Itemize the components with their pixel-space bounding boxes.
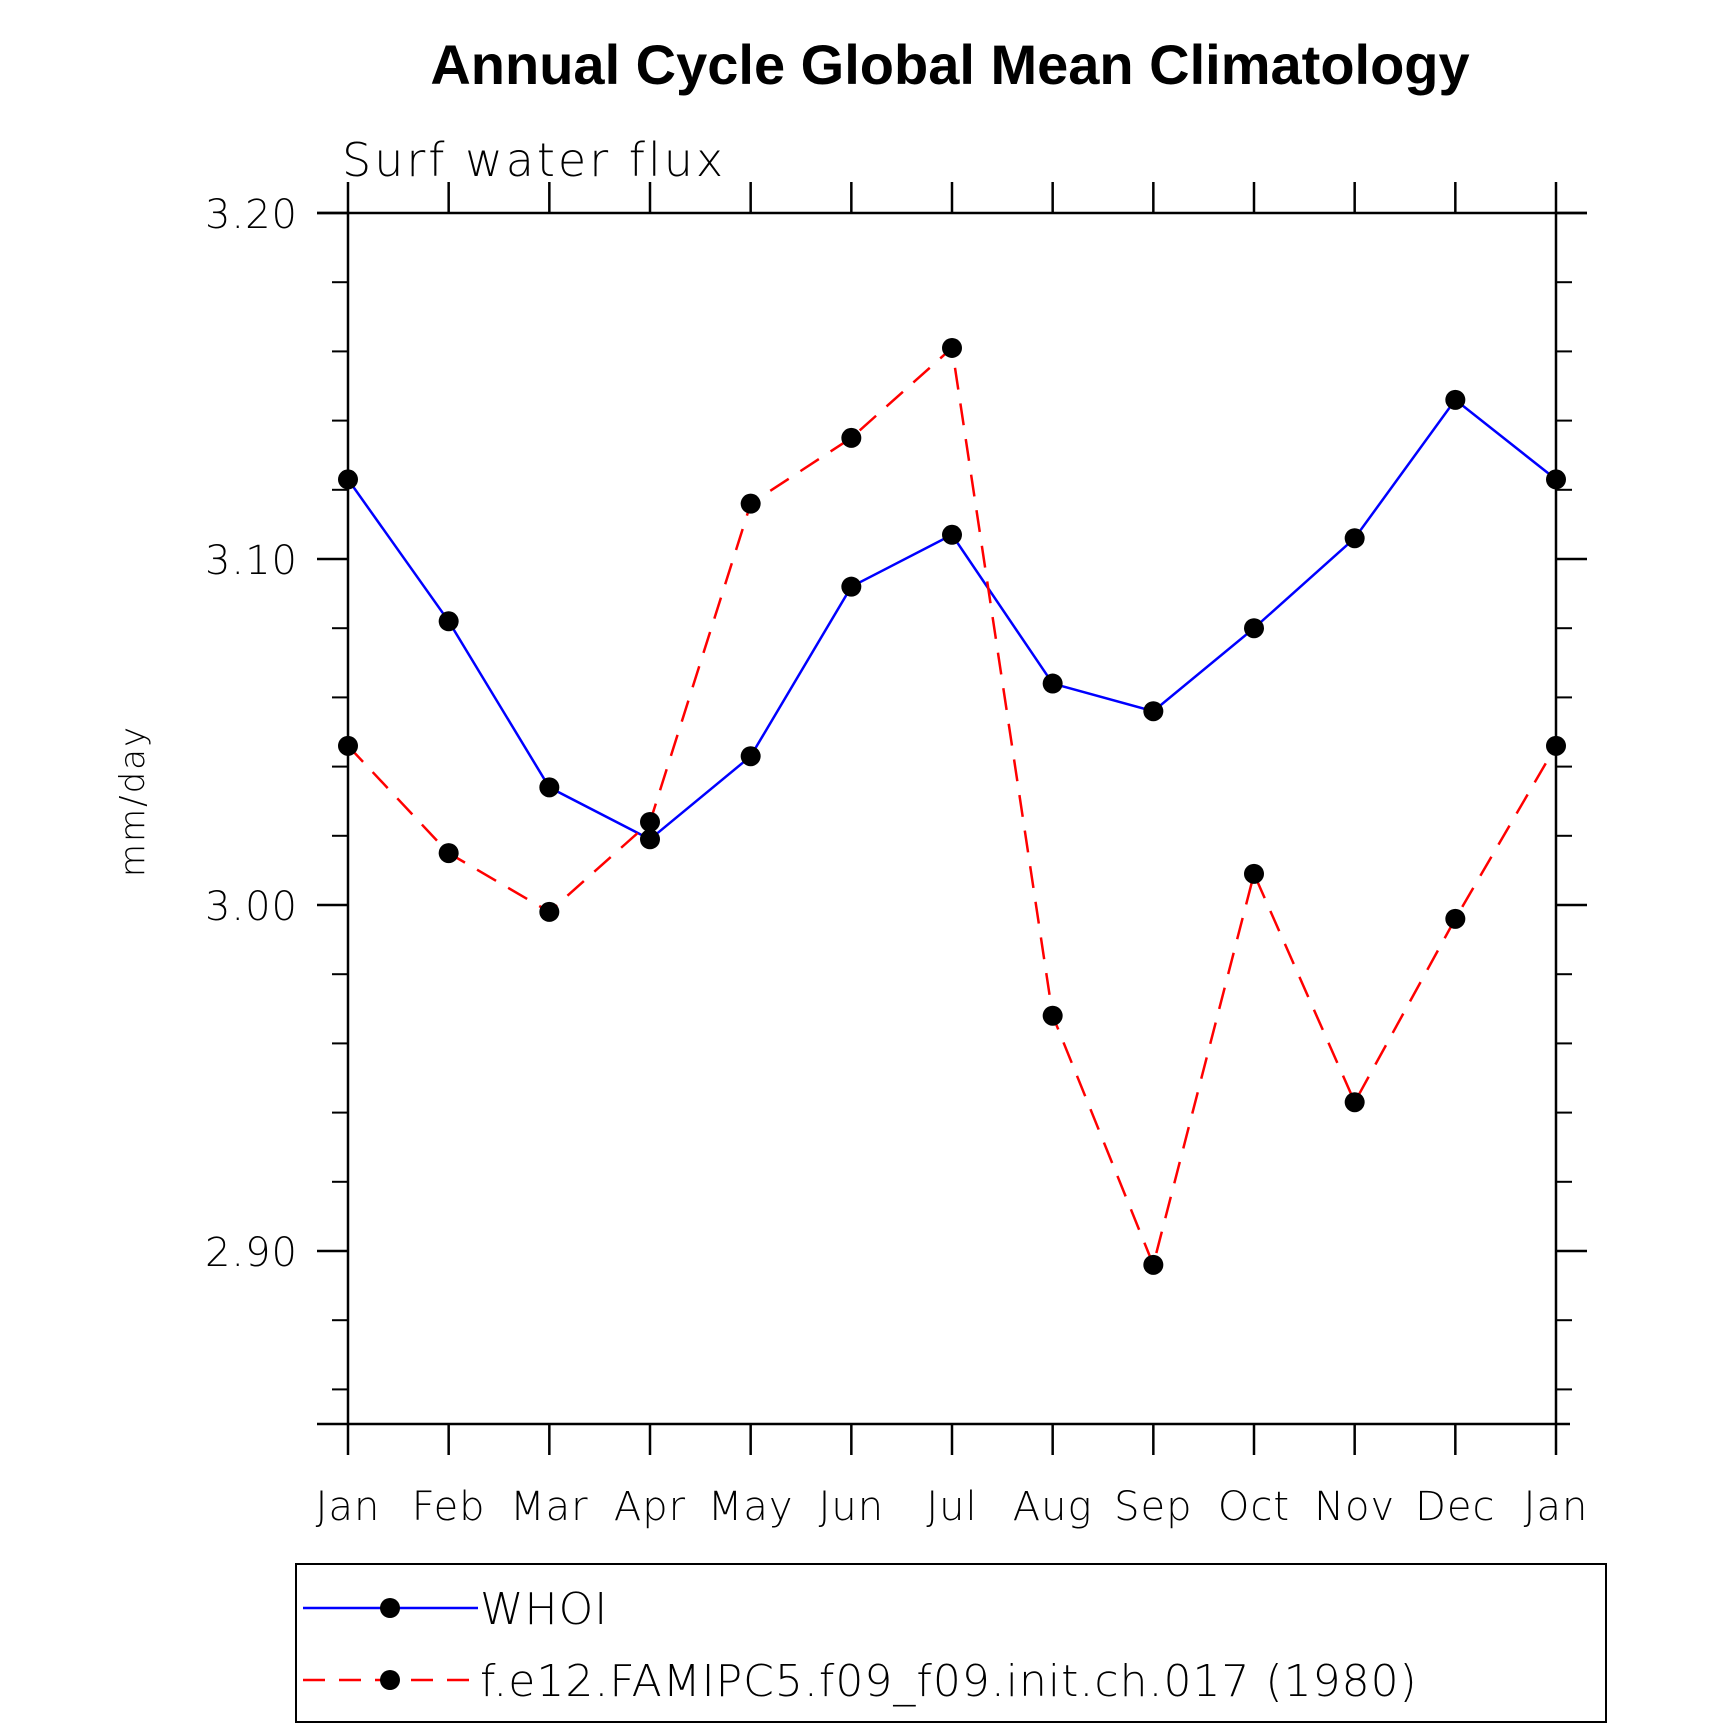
x-tick-label: Mar	[510, 1484, 588, 1530]
data-point-series-1	[539, 901, 560, 922]
chart-subtitle: Surf water flux	[342, 133, 726, 187]
data-point-series-1	[1344, 1092, 1365, 1113]
data-point-series-1	[1244, 863, 1264, 884]
axes: Jan Feb Mar Apr May Jun Jul Aug Sep Oct Nov Dec Jan 2…	[205, 182, 1589, 1530]
data-point-series-0	[1344, 528, 1365, 549]
data-point-series-1	[1042, 1005, 1063, 1026]
x-tick-label: Jun	[819, 1484, 885, 1530]
data-point-series-0	[1244, 618, 1264, 639]
data-point-series-1	[1546, 735, 1566, 756]
x-tick-label: Oct	[1218, 1484, 1290, 1530]
data-point-series-1	[1143, 1254, 1164, 1275]
legend-label-model: f.e12.FAMIPC5.f09_f09.init.ch.017 (1980)	[480, 1656, 1418, 1707]
data-point-series-0	[640, 829, 660, 850]
y-tick-label: 3.00	[205, 884, 298, 930]
plot-series	[338, 337, 1566, 1275]
x-tick-label: Apr	[614, 1484, 686, 1530]
data-point-series-1	[640, 811, 660, 832]
y-tick-label: 2.90	[205, 1230, 298, 1276]
data-point-series-0	[338, 469, 358, 490]
legend-box	[295, 1563, 1607, 1723]
legend-marker-whoi	[380, 1598, 400, 1618]
data-point-series-0	[539, 777, 560, 798]
chart-title: Annual Cycle Global Mean Climatology	[430, 33, 1469, 96]
y-tick-label: 3.20	[205, 192, 298, 238]
data-point-series-0	[1042, 673, 1063, 694]
data-point-series-0	[841, 576, 862, 597]
data-point-series-0	[740, 746, 761, 767]
x-tick-label: May	[708, 1484, 794, 1530]
data-point-series-1	[841, 427, 862, 448]
series-line-0	[346, 398, 1557, 841]
x-tick-label: Jan	[1524, 1484, 1589, 1530]
x-tick-label: Aug	[1013, 1484, 1093, 1530]
x-tick-label: Dec	[1415, 1484, 1495, 1530]
legend-label-whoi: WHOI	[480, 1584, 608, 1635]
data-point-series-0	[1546, 469, 1566, 490]
data-point-series-1	[1445, 908, 1466, 929]
series-line-1	[347, 345, 1558, 1269]
data-point-series-1	[338, 735, 358, 756]
data-point-series-1	[942, 337, 962, 358]
data-point-series-0	[1445, 389, 1466, 410]
x-tick-label: Nov	[1314, 1484, 1395, 1530]
y-axis-label: mm/day	[113, 725, 153, 877]
legend: WHOI f.e12.FAMIPC5.f09_f09.init.ch.017 (…	[295, 1563, 1607, 1723]
data-point-series-0	[942, 524, 962, 545]
x-tick-label: Feb	[412, 1484, 486, 1530]
data-point-series-0	[438, 611, 459, 632]
x-tick-label: Jul	[926, 1484, 977, 1530]
data-point-series-1	[438, 843, 459, 864]
y-tick-label: 3.10	[205, 538, 298, 584]
x-tick-label: Sep	[1114, 1484, 1192, 1530]
data-point-series-1	[740, 493, 761, 514]
data-point-series-0	[1143, 701, 1164, 722]
x-tick-label: Jan	[316, 1484, 381, 1530]
legend-marker-model	[380, 1670, 400, 1690]
